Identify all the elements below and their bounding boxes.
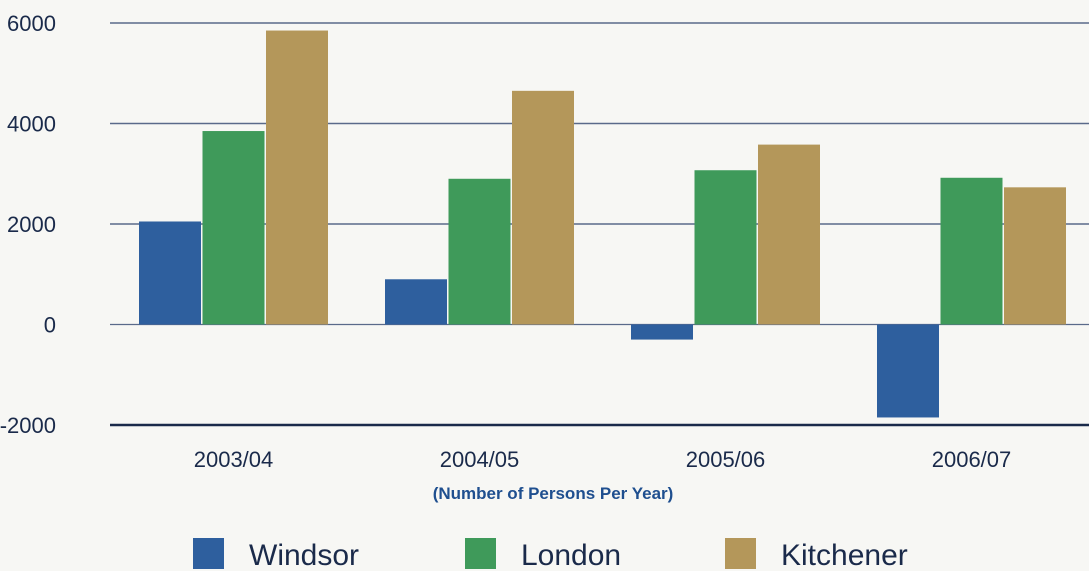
bar-london-3 (940, 177, 1003, 325)
legend-item-kitchener: Kitchener (725, 538, 908, 571)
legend-swatch (465, 538, 496, 569)
x-axis-tick-labels: 2003/04 2004/05 2005/06 2006/07 (194, 447, 1012, 472)
x-tick-label: 2004/05 (440, 447, 520, 472)
bar-windsor-1 (385, 279, 447, 325)
x-axis-label: (Number of Persons Per Year) (433, 484, 674, 503)
bar-kitchener-0 (266, 30, 328, 325)
legend-label: London (521, 539, 621, 571)
y-tick-label: 0 (44, 313, 56, 338)
y-tick-label: -2000 (0, 413, 56, 438)
x-tick-label: 2006/07 (932, 447, 1012, 472)
bar-london-0 (202, 131, 265, 325)
y-axis-tick-labels: 6000 4000 2000 0 -2000 (0, 11, 56, 438)
legend-swatch (193, 538, 224, 569)
bar-kitchener-2 (758, 144, 820, 325)
bar-london-1 (448, 178, 511, 325)
y-tick-label: 4000 (7, 112, 56, 137)
y-tick-label: 2000 (7, 212, 56, 237)
legend-label: Windsor (249, 539, 359, 571)
legend-item-london: London (465, 538, 621, 571)
legend-item-windsor: Windsor (193, 538, 359, 571)
bar-windsor-3 (877, 324, 939, 418)
bar-kitchener-3 (1004, 187, 1066, 325)
bar-windsor-0 (139, 221, 201, 325)
x-tick-label: 2005/06 (686, 447, 766, 472)
bar-windsor-2 (631, 324, 693, 340)
bar-london-2 (694, 170, 757, 325)
x-tick-label: 2003/04 (194, 447, 274, 472)
bars (139, 30, 1066, 418)
bar-kitchener-1 (512, 90, 574, 325)
legend-label: Kitchener (781, 539, 908, 571)
y-tick-label: 6000 (7, 11, 56, 36)
legend: Windsor London Kitchener (193, 538, 908, 571)
legend-swatch (725, 538, 756, 569)
